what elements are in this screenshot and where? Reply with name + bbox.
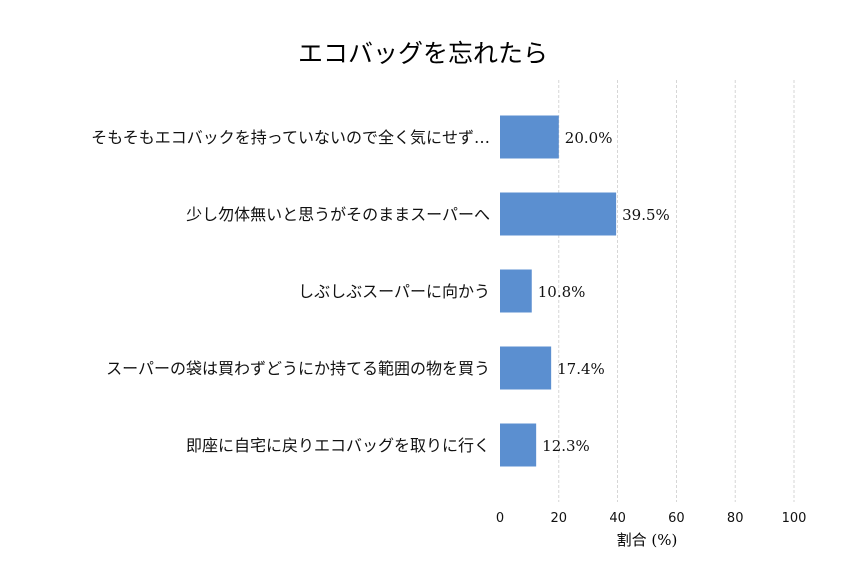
value-label: 12.3%: [542, 437, 590, 455]
chart-title: エコバッグを忘れたら: [298, 39, 548, 68]
grid-layer: [558, 80, 795, 502]
bar: [500, 192, 617, 236]
value-label: 17.4%: [557, 360, 605, 378]
bar: [500, 269, 532, 313]
category-label: 少し勿体無いと思うがそのままスーパーへ: [186, 205, 490, 224]
bar: [500, 346, 552, 390]
x-tick-label: 20: [551, 511, 568, 526]
category-label: そもそもエコバックを持っていないので全く気にせず…: [91, 128, 490, 147]
x-axis-label: 割合 (%): [617, 531, 678, 549]
bars-layer: [500, 115, 617, 467]
x-tick-label: 60: [668, 511, 685, 526]
x-tick-label: 0: [496, 511, 504, 526]
bar: [500, 423, 537, 467]
value-label: 10.8%: [538, 283, 586, 301]
x-tick-label: 40: [609, 511, 626, 526]
value-label: 20.0%: [565, 129, 613, 147]
labels-layer: そもそもエコバックを持っていないので全く気にせず… 20.0% 少し勿体無いと思うが…: [91, 128, 670, 455]
category-label: スーパーの袋は買わずどうにか持てる範囲の物を買う: [106, 359, 490, 378]
bar: [500, 115, 559, 159]
x-tick-label: 100: [782, 511, 807, 526]
x-tick-label: 80: [727, 511, 744, 526]
ticks-layer: 0 20 40 60 80 100: [496, 511, 807, 526]
value-label: 39.5%: [622, 206, 670, 224]
category-label: しぶしぶスーパーに向かう: [298, 282, 490, 301]
category-label: 即座に自宅に戻りエコバッグを取りに行く: [186, 436, 490, 455]
